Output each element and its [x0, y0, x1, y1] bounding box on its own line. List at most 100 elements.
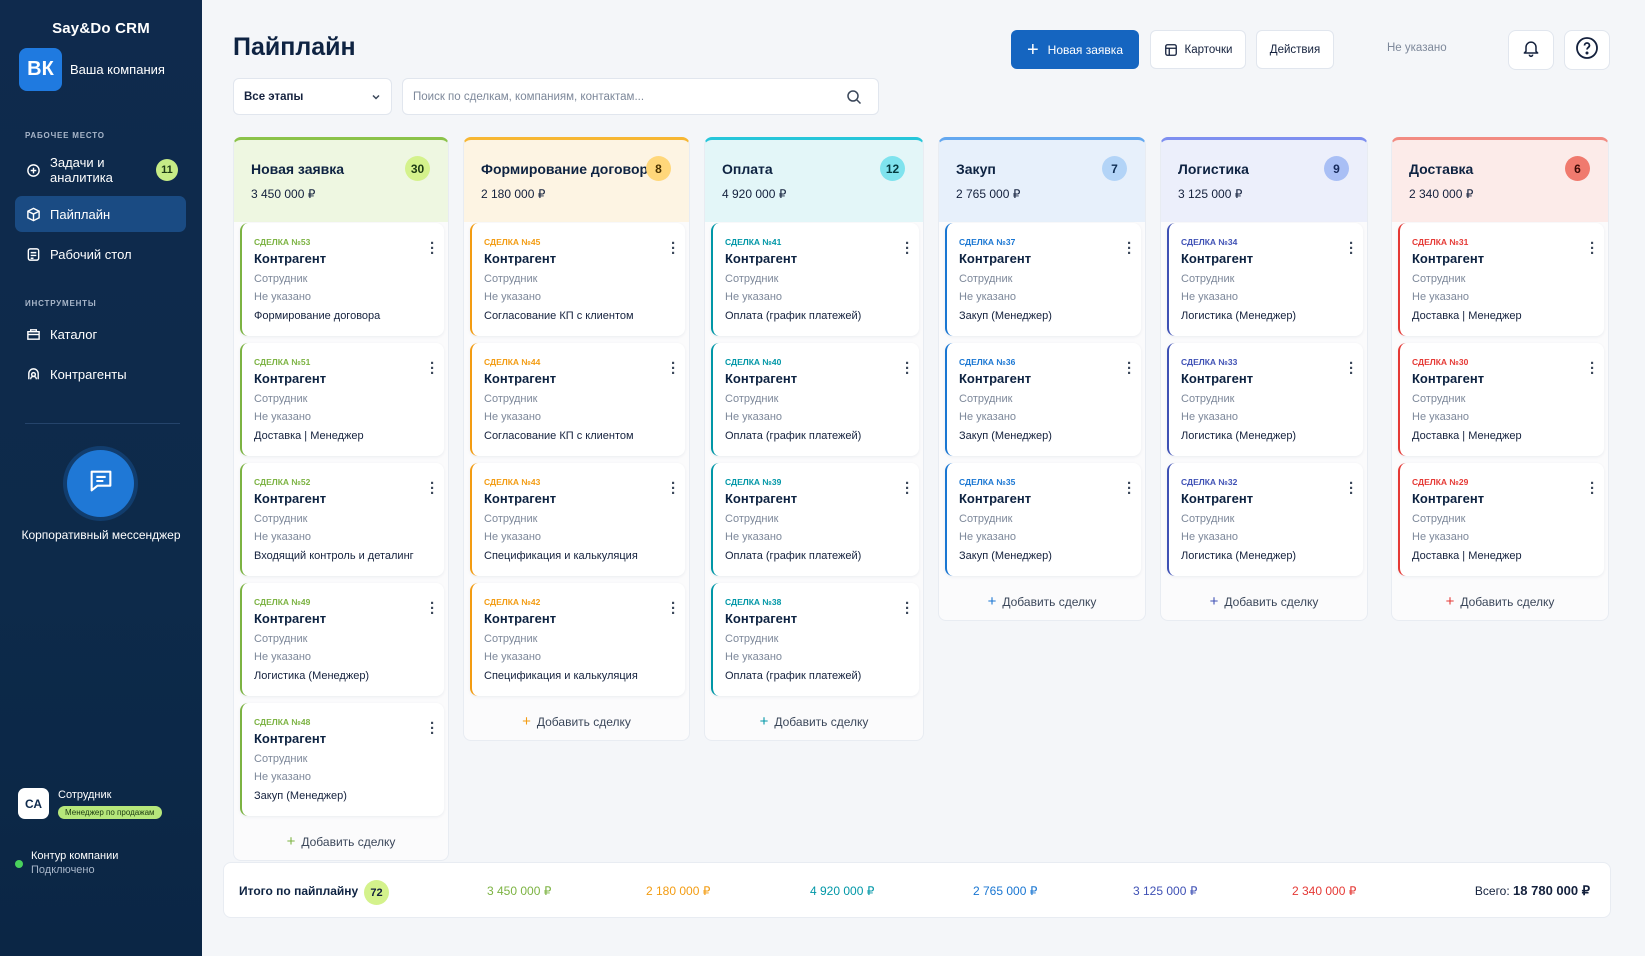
deal-employee: Сотрудник — [1412, 513, 1466, 525]
deal-number: СДЕЛКА №31 — [1412, 237, 1469, 247]
add-deal-button[interactable]: + Добавить сделку — [1392, 593, 1608, 610]
add-deal-label: Добавить сделку — [536, 715, 631, 729]
deal-card[interactable]: СДЕЛКА №32 Контрагент Сотрудник Не указано Л… — [1167, 463, 1363, 576]
search-input[interactable]: Поиск по сделкам, компаниям, контактам..… — [402, 78, 879, 115]
deal-card[interactable]: СДЕЛКА №53 Контрагент Сотрудник Не указано Ф… — [240, 223, 444, 336]
deal-not-set: Не указано — [1181, 291, 1239, 303]
add-deal-button[interactable]: + Добавить сделку — [705, 713, 923, 730]
new-request-button[interactable]: + Новая заявка — [1011, 30, 1139, 69]
deal-counterparty: Контрагент — [254, 251, 327, 266]
grand-total-label: Всего: — [1474, 884, 1510, 898]
user-profile[interactable]: СА Сотрудник Менеджер по продажам — [18, 788, 162, 819]
column-header: Новая заявка 3 450 000 ₽ 30 — [234, 140, 448, 222]
deal-card[interactable]: СДЕЛКА №43 Контрагент Сотрудник Не указано С… — [470, 463, 685, 576]
status-dot — [15, 860, 23, 868]
deal-number: СДЕЛКА №42 — [484, 597, 541, 607]
sidebar-item-pipeline[interactable]: Пайплайн — [15, 196, 186, 232]
deal-card[interactable]: СДЕЛКА №44 Контрагент Сотрудник Не указано С… — [470, 343, 685, 456]
deal-card[interactable]: СДЕЛКА №45 Контрагент Сотрудник Не указано С… — [470, 223, 685, 336]
deal-card[interactable]: СДЕЛКА №35 Контрагент Сотрудник Не указано З… — [945, 463, 1141, 576]
chevron-down-icon — [370, 91, 382, 106]
deal-not-set: Не указано — [254, 531, 312, 543]
deal-employee: Сотрудник — [725, 393, 779, 405]
catalog-icon — [25, 326, 41, 342]
column-title: Закуп — [956, 161, 996, 177]
company-switcher[interactable]: ВК Ваша компания — [19, 48, 165, 91]
help-button[interactable] — [1564, 30, 1610, 70]
deal-card[interactable]: СДЕЛКА №42 Контрагент Сотрудник Не указано С… — [470, 583, 685, 696]
deal-not-set: Не указано — [1181, 411, 1239, 423]
more-vertical-icon[interactable]: · · · — [1349, 235, 1354, 262]
deal-card[interactable]: СДЕЛКА №52 Контрагент Сотрудник Не указано В… — [240, 463, 444, 576]
deal-card[interactable]: СДЕЛКА №48 Контрагент Сотрудник Не указано З… — [240, 703, 444, 816]
more-vertical-icon[interactable]: · · · — [671, 235, 676, 262]
deal-card[interactable]: СДЕЛКА №41 Контрагент Сотрудник Не указано О… — [711, 223, 919, 336]
deal-card[interactable]: СДЕЛКА №51 Контрагент Сотрудник Не указано Д… — [240, 343, 444, 456]
add-deal-button[interactable]: + Добавить сделку — [464, 713, 689, 730]
more-vertical-icon[interactable]: · · · — [1349, 475, 1354, 502]
deal-employee: Сотрудник — [1181, 513, 1235, 525]
sidebar-item-desktop[interactable]: Рабочий стол — [15, 236, 186, 272]
notifications-button[interactable] — [1508, 30, 1554, 70]
deal-number: СДЕЛКА №53 — [254, 237, 311, 247]
sidebar-item-tasks[interactable]: Задачи и аналитика 11 — [15, 152, 186, 188]
column-title: Доставка — [1409, 161, 1474, 177]
deal-card[interactable]: СДЕЛКА №31 Контрагент Сотрудник Не указано Д… — [1398, 223, 1604, 336]
more-vertical-icon[interactable]: · · · — [1590, 235, 1595, 262]
more-vertical-icon[interactable]: · · · — [905, 355, 910, 382]
deal-card[interactable]: СДЕЛКА №30 Контрагент Сотрудник Не указано Д… — [1398, 343, 1604, 456]
deal-card[interactable]: СДЕЛКА №49 Контрагент Сотрудник Не указано Л… — [240, 583, 444, 696]
deal-card[interactable]: СДЕЛКА №37 Контрагент Сотрудник Не указано З… — [945, 223, 1141, 336]
more-vertical-icon[interactable]: · · · — [430, 715, 435, 742]
sidebar-item-catalog[interactable]: Каталог — [15, 316, 186, 352]
add-deal-button[interactable]: + Добавить сделку — [1161, 593, 1367, 610]
more-vertical-icon[interactable]: · · · — [1590, 355, 1595, 382]
actions-button[interactable]: Действия — [1256, 30, 1334, 69]
more-vertical-icon[interactable]: · · · — [905, 595, 910, 622]
deal-card[interactable]: СДЕЛКА №39 Контрагент Сотрудник Не указано О… — [711, 463, 919, 576]
connection-status: Контур компании Подключено — [15, 850, 118, 876]
deal-card[interactable]: СДЕЛКА №40 Контрагент Сотрудник Не указано О… — [711, 343, 919, 456]
more-vertical-icon[interactable]: · · · — [1127, 355, 1132, 382]
deal-not-set: Не указано — [484, 531, 542, 543]
messenger-button[interactable] — [67, 450, 134, 517]
more-vertical-icon[interactable]: · · · — [1590, 475, 1595, 502]
deal-counterparty: Контрагент — [959, 251, 1032, 266]
deal-card[interactable]: СДЕЛКА №34 Контрагент Сотрудник Не указано Л… — [1167, 223, 1363, 336]
stage-select[interactable]: Все этапы — [233, 78, 392, 115]
more-vertical-icon[interactable]: · · · — [905, 475, 910, 502]
more-vertical-icon[interactable]: · · · — [1127, 475, 1132, 502]
deal-card[interactable]: СДЕЛКА №33 Контрагент Сотрудник Не указано Л… — [1167, 343, 1363, 456]
more-vertical-icon[interactable]: · · · — [1349, 355, 1354, 382]
pipeline-column: Новая заявка 3 450 000 ₽ 30 СДЕЛКА №53 Контр… — [233, 137, 449, 861]
sidebar-item-contacts[interactable]: Контрагенты — [15, 356, 186, 392]
brand-name: Say&Do CRM — [52, 20, 150, 37]
more-vertical-icon[interactable]: · · · — [430, 355, 435, 382]
cards-view-button[interactable]: Карточки — [1150, 30, 1246, 69]
deal-card[interactable]: СДЕЛКА №36 Контрагент Сотрудник Не указано З… — [945, 343, 1141, 456]
more-vertical-icon[interactable]: · · · — [671, 475, 676, 502]
more-vertical-icon[interactable]: · · · — [430, 595, 435, 622]
more-vertical-icon[interactable]: · · · — [1127, 235, 1132, 262]
deal-stage: Логистика (Менеджер) — [1181, 550, 1297, 562]
deal-card[interactable]: СДЕЛКА №38 Контрагент Сотрудник Не указано О… — [711, 583, 919, 696]
add-deal-button[interactable]: + Добавить сделку — [939, 593, 1145, 610]
sidebar-item-label: Пайплайн — [50, 206, 111, 222]
deal-stage: Закуп (Менеджер) — [959, 550, 1052, 562]
more-vertical-icon[interactable]: · · · — [430, 235, 435, 262]
sidebar-item-label: Контрагенты — [50, 366, 127, 382]
deal-number: СДЕЛКА №39 — [725, 477, 782, 487]
deal-number: СДЕЛКА №45 — [484, 237, 541, 247]
deal-card[interactable]: СДЕЛКА №29 Контрагент Сотрудник Не указано Д… — [1398, 463, 1604, 576]
more-vertical-icon[interactable]: · · · — [430, 475, 435, 502]
more-vertical-icon[interactable]: · · · — [671, 355, 676, 382]
deal-not-set: Не указано — [959, 291, 1017, 303]
deal-counterparty: Контрагент — [484, 371, 557, 386]
add-deal-button[interactable]: + Добавить сделку — [234, 833, 448, 850]
pipeline-column: Логистика 3 125 000 ₽ 9 СДЕЛКА №34 Контраген… — [1160, 137, 1368, 621]
deal-number: СДЕЛКА №35 — [959, 477, 1016, 487]
more-vertical-icon[interactable]: · · · — [671, 595, 676, 622]
more-vertical-icon[interactable]: · · · — [905, 235, 910, 262]
deal-stage: Закуп (Менеджер) — [254, 790, 347, 802]
totals-sum-delivery: 2 340 000 ₽ — [1292, 884, 1357, 898]
